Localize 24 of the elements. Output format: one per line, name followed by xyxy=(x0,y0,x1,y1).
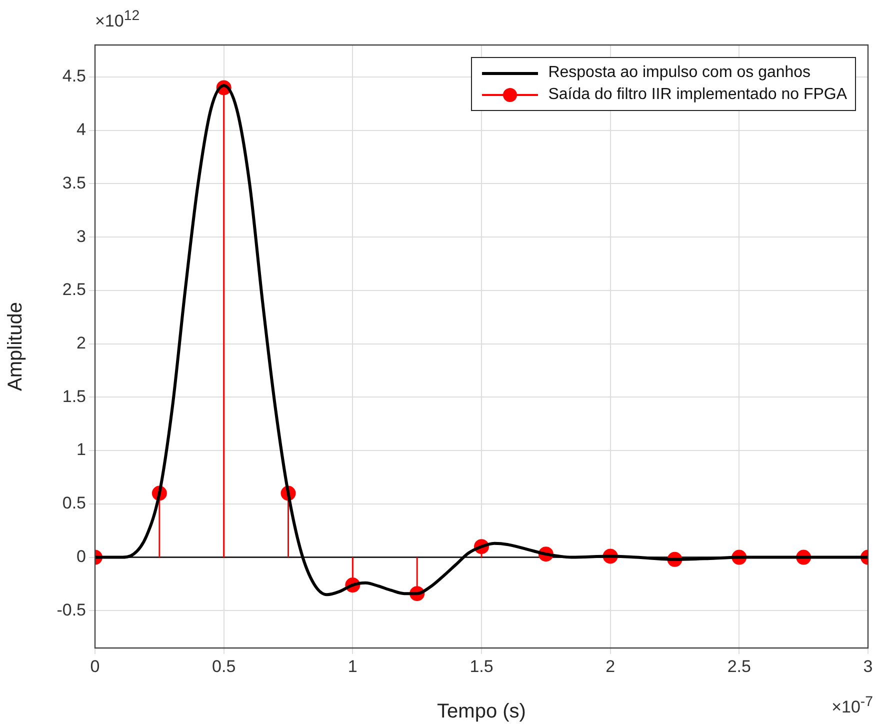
x-tick-label: 3 xyxy=(863,656,873,676)
x-tick-label: 0.5 xyxy=(212,656,236,676)
y-tick-label: 3 xyxy=(76,226,86,246)
x-tick-label: 1.5 xyxy=(470,656,494,676)
x-tick-label: 1 xyxy=(348,656,358,676)
y-tick-label: 4 xyxy=(76,120,86,140)
x-axis-title: Tempo (s) xyxy=(437,700,526,723)
x-tick-label: 0 xyxy=(90,656,100,676)
y-tick-label: 4.5 xyxy=(62,66,86,86)
y-tick-label: 0 xyxy=(76,546,86,566)
y-tick-label: 2.5 xyxy=(62,280,86,300)
y-tick-label: 1 xyxy=(76,440,86,460)
text: ×10$^{-7}$ xyxy=(832,694,873,718)
y-tick-label: 0.5 xyxy=(62,494,86,513)
y-axis-title: Amplitude xyxy=(4,302,27,391)
y-tick-label: -0.5 xyxy=(56,600,86,620)
y-tick-label: 1.5 xyxy=(62,386,86,406)
y-tick-label: 2 xyxy=(76,334,86,353)
legend-label: Resposta ao impulso com os ganhos xyxy=(548,64,811,82)
text: ×10$^{12}$ xyxy=(95,8,140,32)
legend-label: Saída do filtro IIR implementado no FPGA xyxy=(548,86,847,104)
x-tick-label: 2 xyxy=(606,656,616,676)
y-tick-label: 3.5 xyxy=(62,173,86,192)
x-tick-label: 2.5 xyxy=(727,656,751,676)
